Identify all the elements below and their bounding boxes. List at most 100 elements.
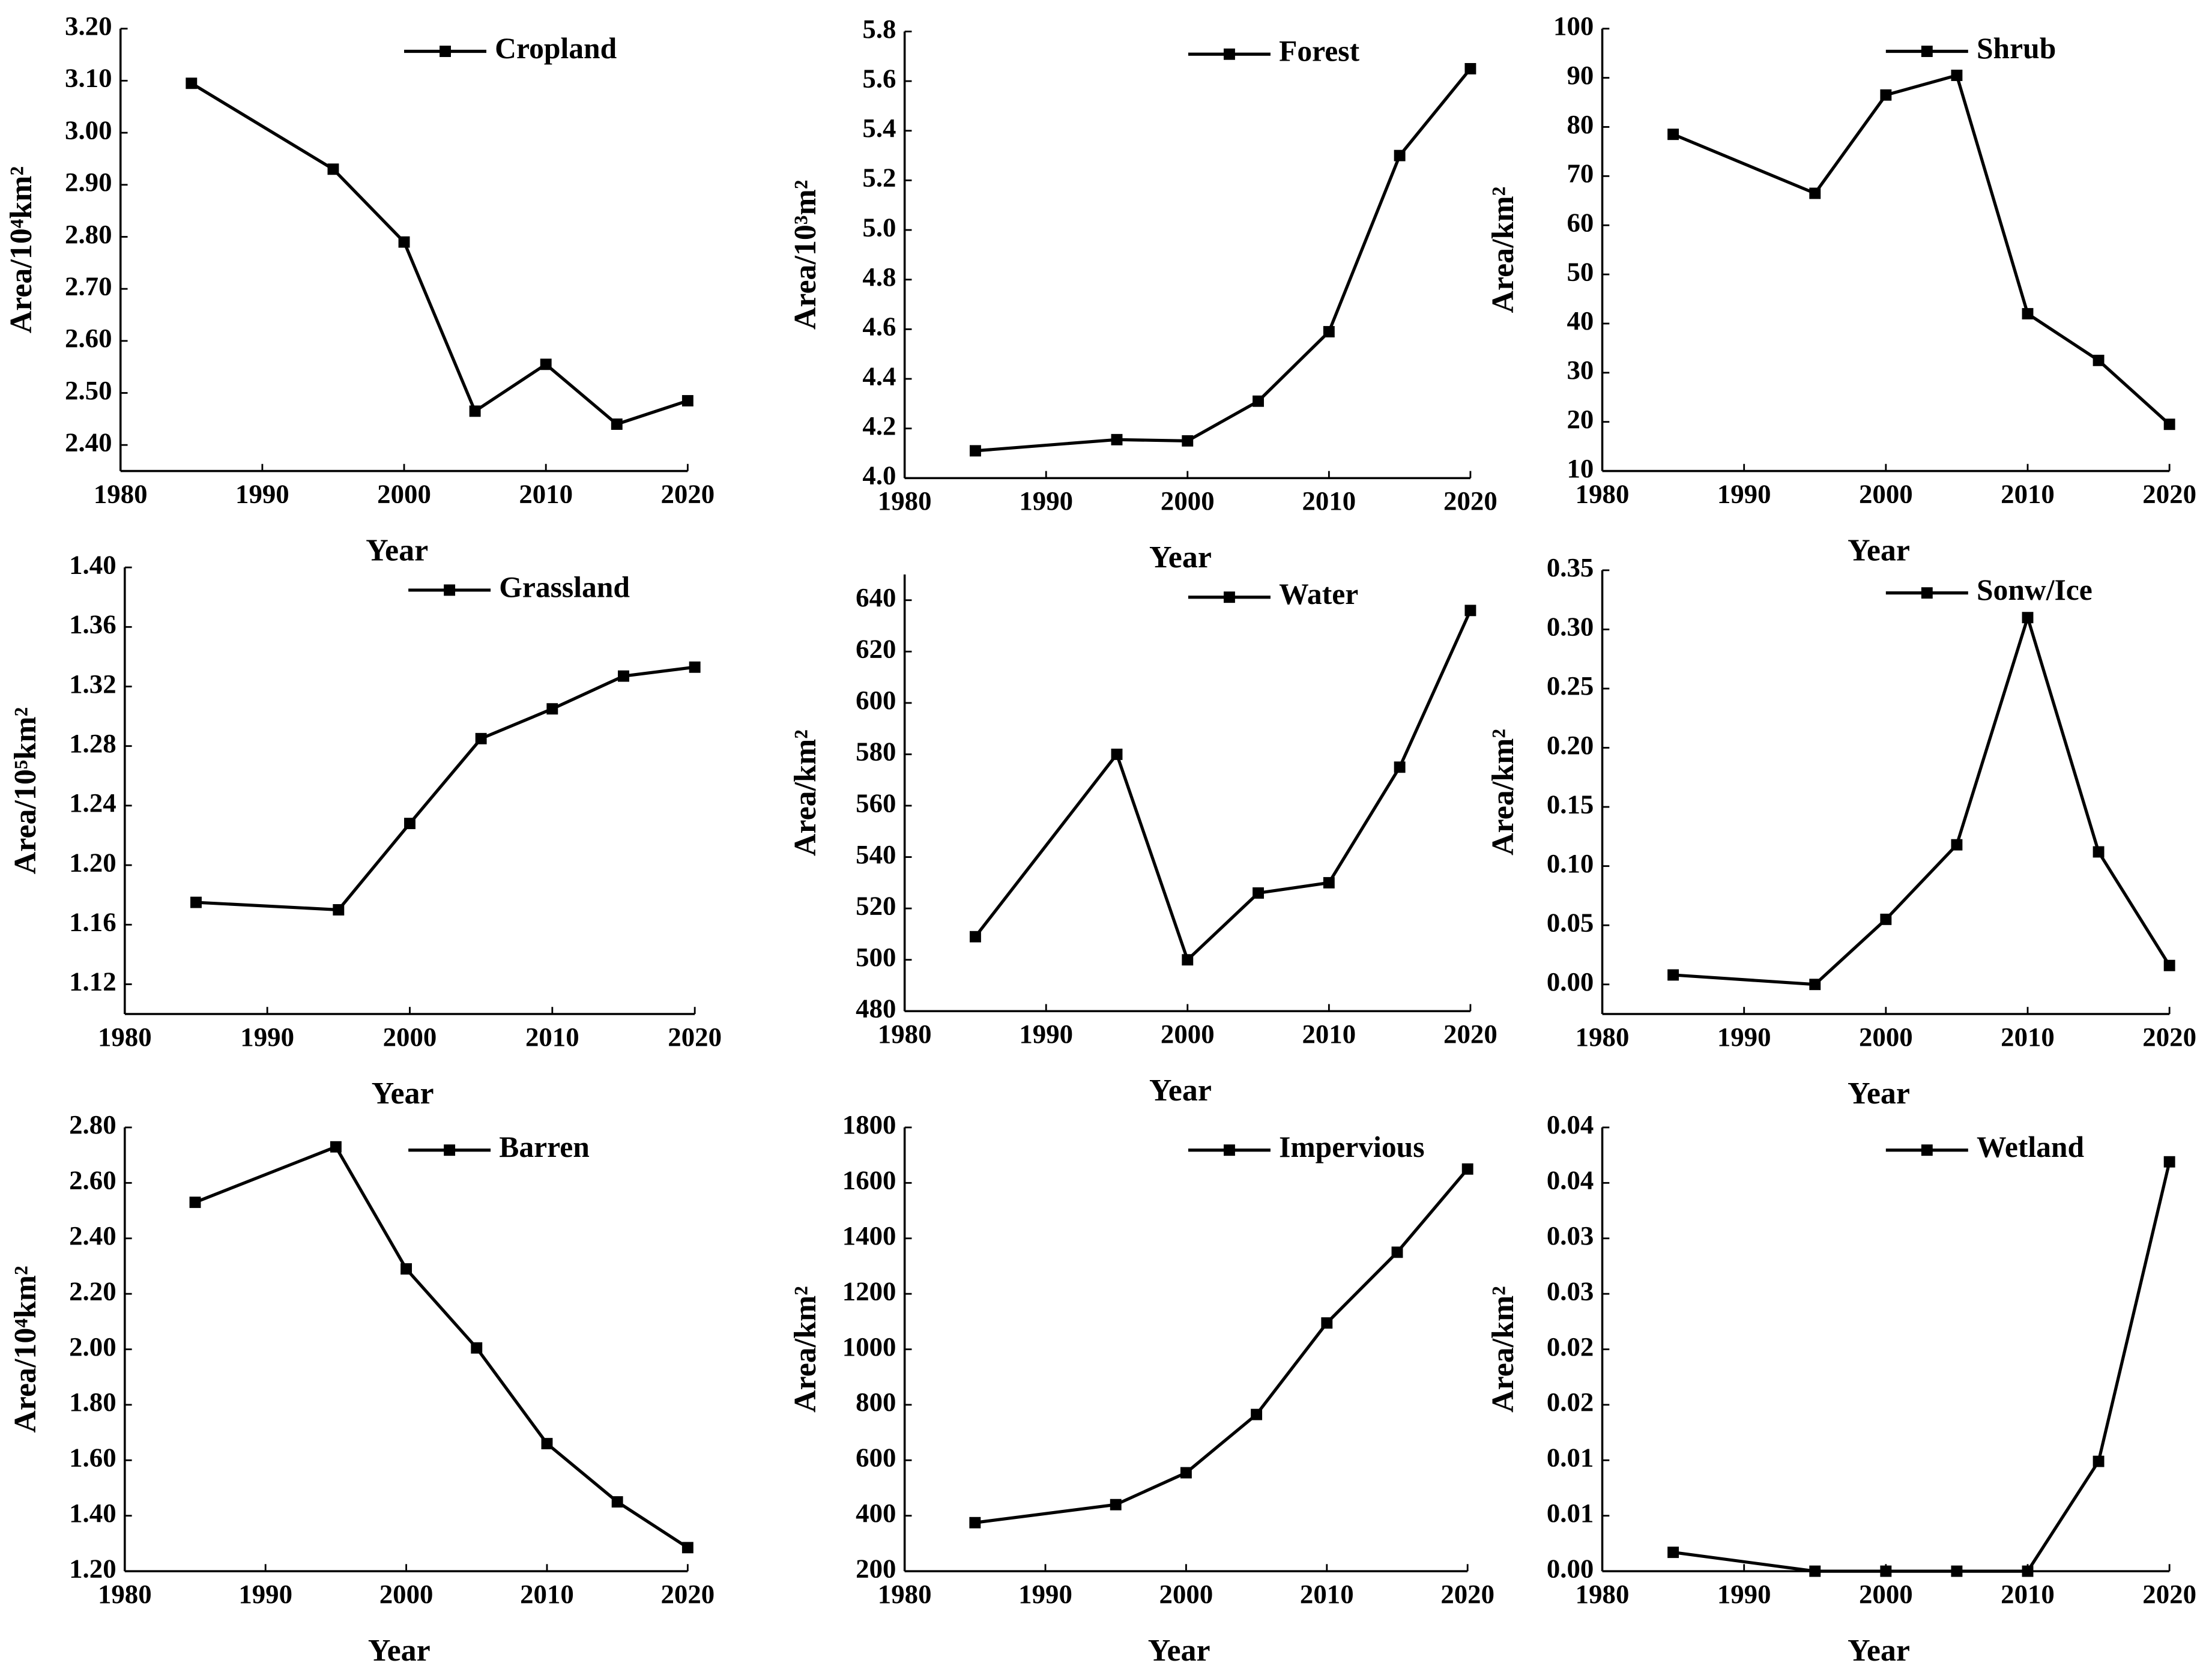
- x-tick-label: 1980: [878, 1019, 932, 1049]
- point-marker: [1110, 1498, 1122, 1511]
- y-tick-label: 480: [856, 994, 896, 1024]
- x-tick-label: 1980: [878, 486, 932, 516]
- y-tick-label: 0.04: [1547, 1165, 1594, 1195]
- x-tick-label: 2000: [383, 1022, 437, 1052]
- point-marker: [189, 1197, 201, 1209]
- y-tick-label: 3.20: [65, 11, 112, 41]
- x-tick-label: 2000: [1159, 1579, 1213, 1609]
- legend-label: Sonw/Ice: [1977, 573, 2093, 606]
- y-tick-label: 500: [856, 942, 896, 972]
- point-marker: [1464, 605, 1476, 617]
- point-marker: [404, 818, 416, 830]
- legend-marker: [1224, 591, 1235, 603]
- point-marker: [475, 732, 487, 744]
- y-tick-label: 0.01: [1547, 1443, 1594, 1473]
- legend-marker: [1921, 1144, 1933, 1156]
- y-tick-label: 640: [856, 582, 896, 612]
- point-marker: [540, 358, 552, 370]
- y-axis-label: Area/km²: [788, 1286, 823, 1413]
- x-tick-label: 1990: [1019, 486, 1073, 516]
- x-tick-label: 2020: [1443, 486, 1497, 516]
- x-tick-label: 2010: [2001, 1022, 2055, 1052]
- y-tick-label: 2.60: [65, 323, 112, 353]
- x-axis-label: Year: [366, 533, 428, 567]
- point-marker: [1809, 979, 1821, 991]
- point-marker: [1253, 395, 1265, 407]
- point-marker: [611, 418, 623, 430]
- y-tick-label: 600: [856, 685, 896, 715]
- point-marker: [2163, 418, 2175, 430]
- y-tick-label: 1.80: [69, 1387, 116, 1417]
- y-tick-label: 580: [856, 737, 896, 767]
- y-tick-label: 1200: [842, 1276, 896, 1306]
- x-tick-label: 2020: [2142, 1022, 2196, 1052]
- x-tick-label: 2000: [377, 478, 431, 509]
- x-tick-label: 2010: [2001, 1579, 2055, 1609]
- y-tick-label: 2.60: [69, 1165, 116, 1195]
- y-tick-label: 520: [856, 890, 896, 920]
- x-tick-label: 2000: [1161, 486, 1215, 516]
- point-marker: [398, 236, 410, 248]
- legend-marker: [1921, 587, 1933, 599]
- point-marker: [1394, 149, 1406, 161]
- x-tick-label: 2010: [1302, 486, 1356, 516]
- point-marker: [400, 1263, 412, 1275]
- point-marker: [969, 445, 981, 457]
- legend-marker: [444, 1144, 456, 1156]
- y-tick-label: 1.20: [69, 847, 116, 877]
- x-axis-label: Year: [1848, 533, 1910, 567]
- y-tick-label: 2.90: [65, 167, 112, 197]
- y-tick-label: 620: [856, 634, 896, 664]
- x-tick-label: 2000: [379, 1579, 434, 1609]
- y-tick-label: 100: [1553, 11, 1594, 41]
- y-tick-label: 2.00: [69, 1332, 116, 1362]
- y-tick-label: 1.32: [69, 669, 116, 699]
- x-tick-label: 2020: [1443, 1019, 1497, 1049]
- y-tick-label: 20: [1567, 404, 1594, 434]
- legend-label: Impervious: [1279, 1130, 1424, 1163]
- point-marker: [611, 1496, 623, 1508]
- y-tick-label: 0.35: [1547, 552, 1594, 582]
- y-tick-label: 0.02: [1547, 1387, 1594, 1417]
- point-marker: [1951, 1565, 1963, 1577]
- point-marker: [469, 405, 481, 417]
- y-tick-label: 1.60: [69, 1443, 116, 1473]
- legend-label: Grassland: [499, 570, 630, 603]
- y-tick-label: 200: [856, 1553, 896, 1583]
- y-tick-label: 400: [856, 1498, 896, 1528]
- point-marker: [1182, 954, 1194, 966]
- point-marker: [2093, 1455, 2105, 1467]
- point-marker: [1667, 1547, 1679, 1559]
- series-line: [974, 609, 1472, 963]
- x-tick-label: 2020: [660, 1579, 715, 1609]
- y-tick-label: 80: [1567, 109, 1594, 139]
- y-tick-label: 0.15: [1547, 789, 1594, 819]
- point-marker: [1809, 1565, 1821, 1577]
- point-marker: [1809, 187, 1821, 199]
- y-tick-label: 0.03: [1547, 1221, 1594, 1251]
- y-tick-label: 0.01: [1547, 1498, 1594, 1528]
- point-marker: [1951, 839, 1963, 851]
- point-marker: [1667, 128, 1679, 140]
- x-tick-label: 2020: [2142, 478, 2196, 509]
- x-tick-label: 2020: [660, 478, 715, 509]
- y-tick-label: 800: [856, 1387, 896, 1417]
- y-tick-label: 5.8: [862, 14, 896, 44]
- point-marker: [969, 1517, 981, 1529]
- point-marker: [186, 77, 198, 89]
- y-tick-label: 560: [856, 788, 896, 818]
- legend-label: Forest: [1279, 35, 1359, 68]
- y-tick-label: 2.70: [65, 271, 112, 301]
- y-tick-label: 1.40: [69, 1498, 116, 1528]
- y-tick-label: 1.36: [69, 609, 116, 639]
- y-tick-label: 0.00: [1547, 967, 1594, 997]
- x-tick-label: 1980: [878, 1579, 932, 1609]
- x-tick-label: 1980: [1576, 1022, 1630, 1052]
- point-marker: [2022, 1565, 2034, 1577]
- y-tick-label: 600: [856, 1443, 896, 1473]
- x-tick-label: 1980: [1576, 1579, 1630, 1609]
- point-marker: [969, 931, 981, 943]
- x-tick-label: 2010: [2001, 478, 2055, 509]
- y-tick-label: 3.00: [65, 115, 112, 145]
- y-tick-label: 2.40: [69, 1221, 116, 1251]
